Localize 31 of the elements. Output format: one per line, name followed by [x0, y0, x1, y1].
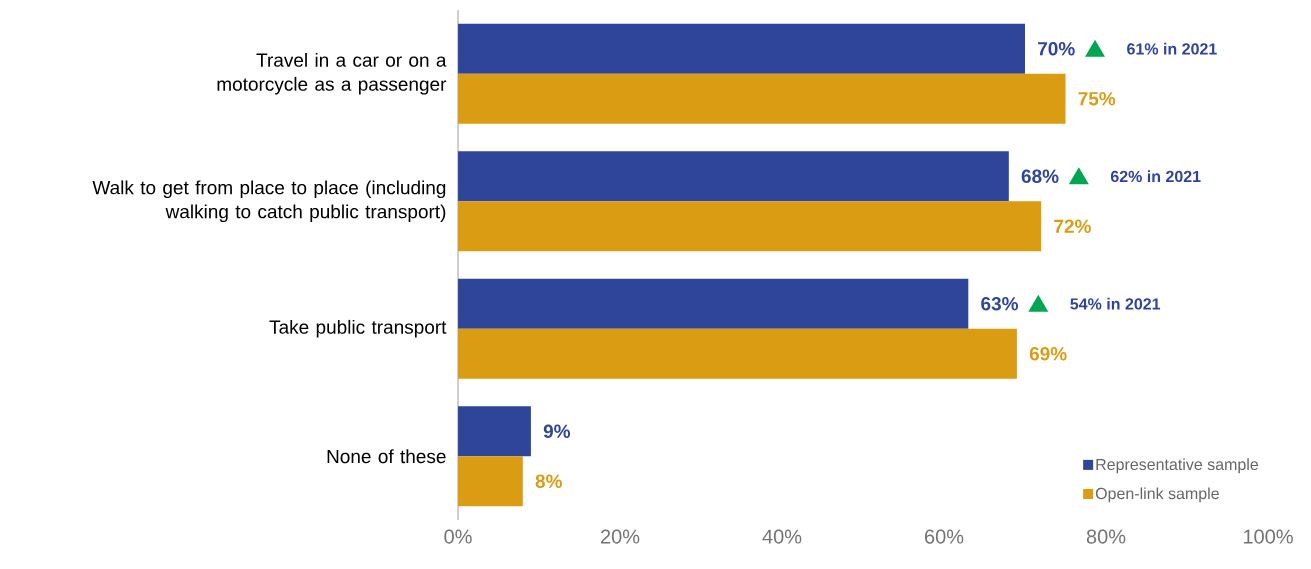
- x-tick-label: 40%: [762, 529, 802, 544]
- bar: [458, 278, 969, 329]
- x-tick-label: 20%: [601, 529, 640, 544]
- data-label: 63%: [981, 297, 1019, 311]
- x-tick-label: 80%: [1086, 529, 1126, 544]
- bar: [458, 73, 1066, 124]
- annotation: 54% in 2021: [1070, 297, 1161, 310]
- legend-label: Open-link sample: [1095, 487, 1219, 503]
- x-tick-label: 60%: [925, 529, 964, 544]
- y-tick-label: None of these: [327, 449, 446, 464]
- y-tick-label: Walk to get from place to place (including walking to catch public transport): [92, 180, 446, 223]
- annotation: 62% in 2021: [1110, 170, 1201, 183]
- data-label: 70%: [1038, 42, 1075, 56]
- data-label: 8%: [535, 474, 562, 488]
- x-tick-label: 0%: [444, 529, 472, 544]
- bar: [458, 456, 523, 507]
- data-label: 68%: [1021, 169, 1059, 183]
- bar: [458, 201, 1042, 252]
- bar: [458, 23, 1026, 74]
- bar: [458, 406, 531, 457]
- y-tick-label: Travel in a car or on a motorcycle as a passenger: [217, 52, 447, 95]
- x-tick-label: 100%: [1243, 529, 1293, 544]
- data-label: 9%: [543, 424, 571, 438]
- bar: [458, 151, 1009, 202]
- bar: [458, 328, 1017, 379]
- annotation: 61% in 2021: [1127, 42, 1217, 55]
- data-label: 69%: [1029, 347, 1067, 361]
- y-tick-label: Take public transport: [269, 319, 447, 338]
- legend-label: Representative sample: [1096, 458, 1259, 474]
- data-label: 75%: [1078, 92, 1116, 106]
- data-label: 72%: [1054, 219, 1091, 233]
